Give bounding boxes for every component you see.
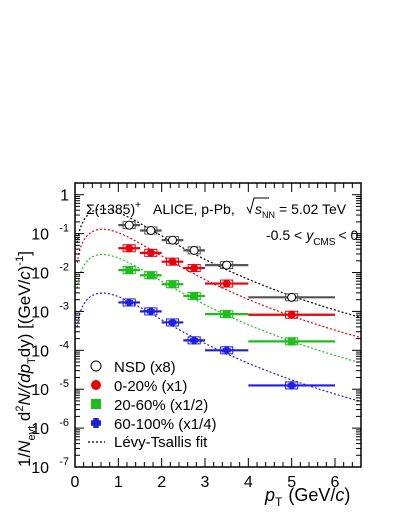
energy-label: s NN = 5.02 TeV bbox=[246, 197, 347, 220]
x-axis: 0 1 2 3 4 5 6 bbox=[71, 183, 362, 491]
data-point-3-2 bbox=[168, 318, 177, 327]
data-point-2-0 bbox=[125, 266, 134, 275]
y-tick-label: 10 bbox=[31, 266, 49, 283]
x-tick-label: 2 bbox=[157, 474, 166, 491]
y-tick-label: 10 bbox=[31, 382, 49, 399]
experiment-label: ALICE, p-Pb, bbox=[153, 201, 235, 217]
data-point-0-3 bbox=[189, 245, 199, 255]
legend-label-2: 20-60% (x1/2) bbox=[114, 397, 208, 414]
legend: NSD (x8) 0-20% (x1) 20-60% (x1/2) 60-100% (… bbox=[88, 359, 217, 451]
data-point-1-3 bbox=[190, 264, 199, 273]
y-tick-exponent: -1 bbox=[59, 223, 69, 235]
plot-frame bbox=[74, 182, 362, 468]
svg-text:s: s bbox=[255, 201, 262, 217]
legend-marker-2 bbox=[91, 399, 101, 409]
data-point-1-5 bbox=[287, 310, 296, 319]
data-point-3-0 bbox=[125, 298, 134, 307]
data-point-2-3 bbox=[190, 291, 199, 300]
legend-label-fit: Lévy-Tsallis fit bbox=[114, 434, 208, 451]
y-tick-exponent: -6 bbox=[59, 417, 69, 429]
data-point-3-5 bbox=[287, 381, 296, 390]
fit-curve-1 bbox=[76, 228, 359, 338]
fit-curve-0 bbox=[76, 208, 359, 318]
particle-label: Σ(1385)+ bbox=[86, 200, 141, 217]
data-point-0-4 bbox=[222, 260, 232, 270]
y-axis-title: 1/Nevt d2N/(dpTdy) [(GeV/c)-1] bbox=[14, 251, 38, 467]
svg-text:NN: NN bbox=[262, 210, 275, 220]
y-tick-exponent: -3 bbox=[59, 300, 69, 312]
x-axis-title: pT (GeV/c) bbox=[264, 485, 350, 509]
x-tick-label: 0 bbox=[71, 474, 80, 491]
data-point-3-4 bbox=[222, 346, 231, 355]
data-point-2-4 bbox=[222, 310, 231, 319]
x-tick-label: 3 bbox=[201, 474, 210, 491]
legend-marker-3 bbox=[91, 418, 101, 428]
data-point-0-5 bbox=[287, 292, 297, 302]
data-point-1-4 bbox=[222, 279, 231, 288]
x-tick-label: 4 bbox=[244, 474, 253, 491]
y-tick-label: 1 bbox=[60, 188, 69, 205]
data-point-3-1 bbox=[146, 307, 155, 316]
legend-label-1: 0-20% (x1) bbox=[114, 378, 187, 395]
legend-label-0: NSD (x8) bbox=[114, 359, 176, 376]
y-tick-exponent: -7 bbox=[59, 456, 69, 468]
data-point-3-3 bbox=[190, 336, 199, 345]
data-point-1-1 bbox=[146, 248, 155, 257]
x-tick-label: 5 bbox=[287, 474, 296, 491]
rapidity-label: -0.5 < yCMS < 0 bbox=[266, 227, 359, 248]
data-point-0-2 bbox=[168, 235, 177, 245]
data-point-2-1 bbox=[146, 271, 155, 280]
y-tick-exponent: -5 bbox=[59, 378, 69, 390]
legend-marker-0 bbox=[90, 360, 102, 372]
y-tick-exponent: -4 bbox=[59, 339, 69, 351]
x-tick-label: 6 bbox=[331, 474, 340, 491]
data-markers bbox=[124, 220, 297, 390]
data-point-2-5 bbox=[287, 337, 296, 346]
svg-text:= 5.02 TeV: = 5.02 TeV bbox=[279, 201, 347, 217]
legend-marker-1 bbox=[91, 380, 101, 390]
data-point-1-0 bbox=[125, 244, 134, 253]
data-point-2-2 bbox=[168, 280, 177, 289]
y-axis: 10 -7 10 -6 10 -5 10 -4 10 -3 10 -2 10 -1 1 bbox=[31, 182, 361, 477]
y-tick-label: 10 bbox=[31, 343, 49, 360]
y-tick-label: 10 bbox=[31, 460, 49, 477]
data-point-0-1 bbox=[146, 226, 156, 236]
data-point-0-0 bbox=[124, 220, 134, 230]
y-tick-label: 10 bbox=[31, 304, 49, 321]
y-tick-label: 10 bbox=[31, 421, 49, 438]
data-point-1-2 bbox=[168, 257, 177, 266]
y-tick-exponent: -2 bbox=[59, 262, 69, 274]
fit-curve-2 bbox=[76, 253, 359, 363]
legend-label-3: 60-100% (x1/4) bbox=[114, 416, 217, 433]
y-tick-label: 10 bbox=[31, 227, 49, 244]
x-tick-label: 1 bbox=[114, 474, 123, 491]
